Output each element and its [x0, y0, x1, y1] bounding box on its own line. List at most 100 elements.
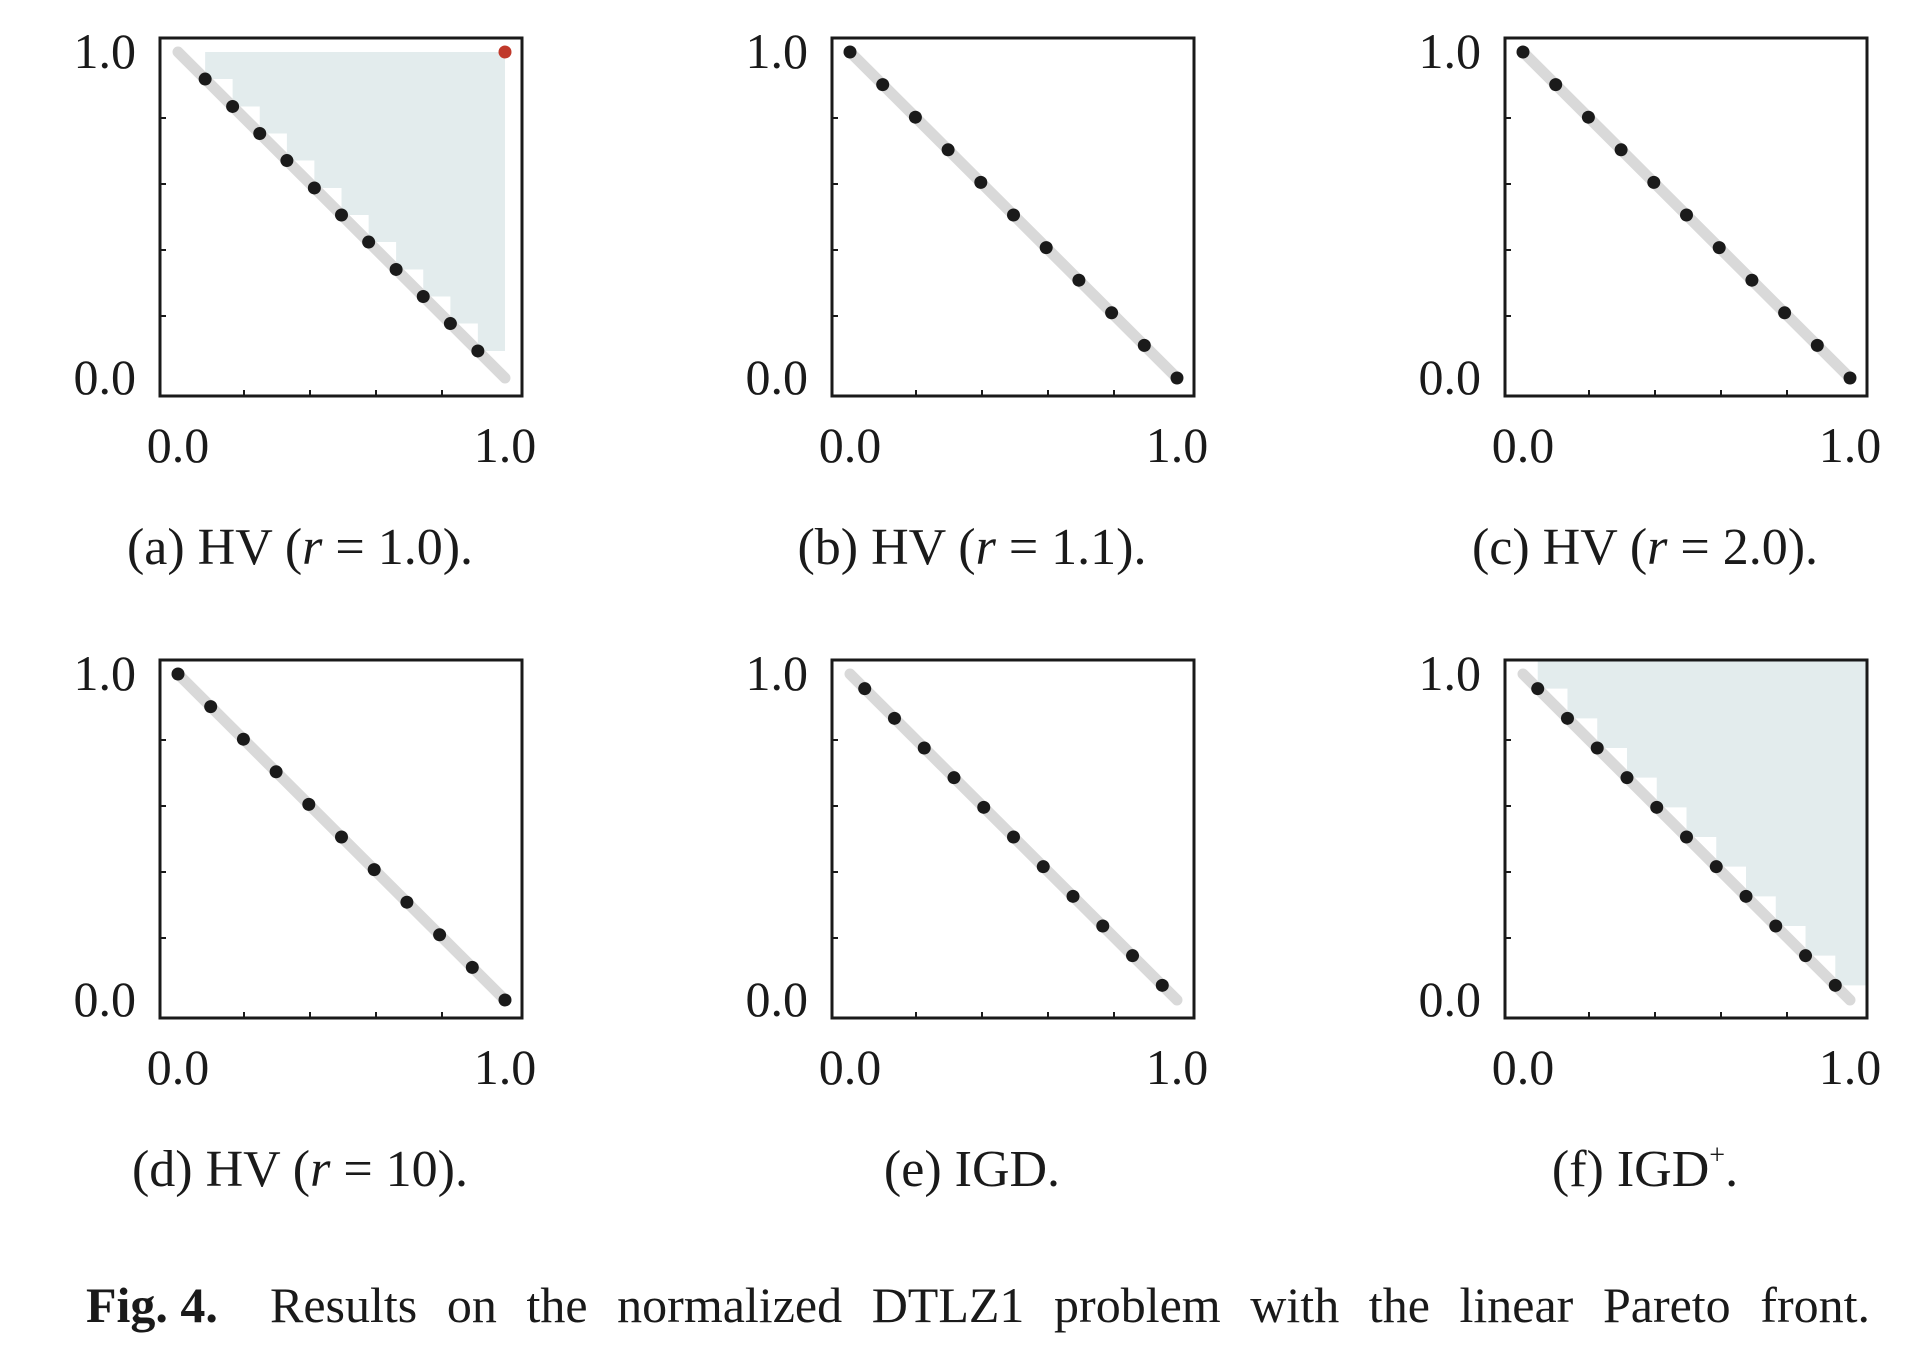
subplot-d: 0.0 1.0 0.0 1.0 (d) HV (r = 10).: [0, 622, 600, 1242]
solution-point: [389, 262, 403, 276]
solution-point: [1549, 78, 1563, 92]
x-tick-label: 0.0: [1492, 1039, 1555, 1095]
solution-point: [1531, 682, 1545, 696]
solution-point: [269, 765, 283, 779]
y-tick-label: 0.0: [74, 971, 137, 1027]
subplot-caption: (f) IGD+.: [1345, 1140, 1918, 1200]
dominated-region: [205, 52, 506, 351]
solution-point: [1647, 175, 1661, 189]
solution-point: [1745, 273, 1759, 287]
figure-caption-label: Fig. 4.: [86, 1277, 218, 1333]
caption-prefix: (f) IGD: [1551, 1141, 1710, 1198]
axes-frame: [1503, 658, 1869, 1020]
y-tick-label: 1.0: [74, 23, 137, 79]
figure-caption: Fig. 4. Results on the normalized DTLZ1 …: [0, 1270, 1918, 1340]
axes-frame: [158, 658, 524, 1020]
solution-point: [1739, 889, 1753, 903]
subplot-caption: (d) HV (r = 10).: [0, 1140, 600, 1200]
caption-variable: r: [1647, 519, 1668, 576]
solution-point: [335, 830, 348, 844]
solution-point: [362, 235, 376, 249]
solution-point: [843, 45, 857, 59]
y-tick-label: 1.0: [746, 645, 809, 701]
solution-point: [1680, 208, 1693, 222]
x-tick-label: 0.0: [819, 1039, 882, 1095]
solution-point: [171, 667, 185, 681]
solution-point: [465, 960, 479, 974]
solution-point: [335, 208, 348, 222]
solution-point: [226, 99, 240, 113]
solution-point: [1581, 110, 1595, 124]
solution-point: [1799, 949, 1813, 963]
solution-point: [400, 895, 414, 909]
caption-prefix: (e) IGD.: [883, 1141, 1061, 1198]
solution-point: [917, 741, 931, 755]
caption-prefix: (c) HV (: [1471, 519, 1648, 576]
caption-superscript: +: [1709, 1140, 1726, 1171]
solution-point: [1036, 860, 1050, 874]
caption-suffix: = 2.0).: [1667, 519, 1819, 576]
x-tick-label: 1.0: [1819, 1039, 1882, 1095]
axes-frame: [158, 36, 524, 398]
caption-prefix: (d) HV (: [131, 1141, 311, 1198]
solution-point: [1007, 208, 1020, 222]
solution-point: [1105, 306, 1119, 320]
subplot-caption: (c) HV (r = 2.0).: [1345, 518, 1918, 578]
solution-point: [1843, 371, 1857, 385]
caption-prefix: (a) HV (: [126, 519, 303, 576]
solution-point: [1810, 338, 1824, 352]
solution-point: [1680, 830, 1693, 844]
solution-point: [1712, 241, 1726, 255]
solution-point: [876, 78, 890, 92]
plot-area: 0.0 1.0 0.0 1.0: [1419, 645, 1882, 1095]
solution-point: [974, 175, 988, 189]
solution-point: [1007, 830, 1020, 844]
axes-frame: [830, 658, 1196, 1020]
x-tick-label: 0.0: [819, 417, 882, 473]
subplot-f: 0.0 1.0 0.0 1.0 (f) IGD+.: [1345, 622, 1918, 1242]
caption-suffix: .: [1725, 1141, 1739, 1198]
reference-point: [498, 45, 512, 59]
plot-area: 0.0 1.0 0.0 1.0: [746, 23, 1209, 473]
solution-point: [253, 127, 267, 140]
solution-point: [204, 700, 218, 714]
axes-frame: [1503, 36, 1869, 398]
solution-point: [1620, 771, 1634, 785]
solution-point: [280, 154, 294, 168]
solution-point: [1155, 978, 1169, 992]
y-tick-label: 1.0: [74, 645, 137, 701]
solution-point: [1072, 273, 1086, 287]
dominated-region: [1537, 660, 1867, 986]
y-tick-label: 0.0: [74, 349, 137, 405]
subplot-e: 0.0 1.0 0.0 1.0 (e) IGD.: [672, 622, 1272, 1242]
plot-area: 0.0 1.0 0.0 1.0: [746, 645, 1209, 1095]
plot-area: 0.0 1.0 0.0 1.0: [74, 23, 537, 473]
solution-point: [198, 72, 212, 86]
solution-point: [1126, 949, 1140, 963]
solution-point: [1778, 306, 1792, 320]
plot-area: 0.0 1.0 0.0 1.0: [1419, 23, 1882, 473]
y-tick-label: 0.0: [746, 971, 809, 1027]
solution-point: [858, 682, 872, 696]
x-tick-label: 1.0: [474, 1039, 537, 1095]
solution-point: [1650, 800, 1664, 814]
caption-suffix: = 1.1).: [995, 519, 1147, 576]
subplot-caption: (e) IGD.: [672, 1140, 1272, 1200]
solution-point: [236, 732, 250, 746]
y-tick-label: 1.0: [1419, 23, 1482, 79]
solution-point: [1170, 371, 1184, 385]
solution-point: [416, 290, 430, 303]
solution-point: [1828, 978, 1842, 992]
solution-point: [1614, 143, 1628, 157]
x-tick-label: 0.0: [147, 1039, 210, 1095]
subplot-c: 0.0 1.0 0.0 1.0 (c) HV (r = 2.0).: [1345, 0, 1918, 620]
solution-point: [1709, 860, 1723, 874]
caption-suffix: = 10).: [330, 1141, 469, 1198]
caption-variable: r: [302, 519, 323, 576]
solution-point: [887, 711, 901, 725]
y-tick-label: 0.0: [746, 349, 809, 405]
caption-variable: r: [310, 1141, 331, 1198]
solution-point: [1769, 919, 1783, 933]
solution-point: [908, 110, 922, 124]
